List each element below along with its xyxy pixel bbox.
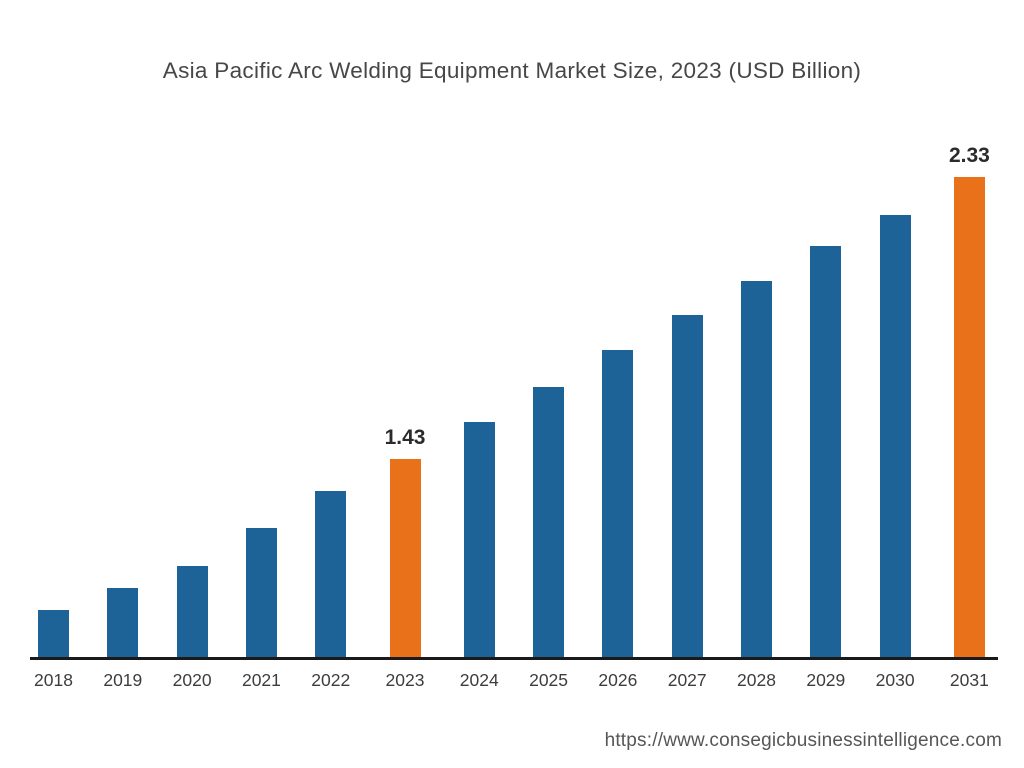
x-axis-tick-label: 2023	[385, 670, 425, 690]
x-axis-tick-label: 2021	[241, 670, 281, 690]
source-url: https://www.consegicbusinessintelligence…	[604, 730, 1002, 751]
bar-2026	[602, 350, 634, 657]
bar-column-2028: 2028	[737, 281, 776, 690]
bar-column-2024: 2024	[460, 422, 499, 690]
bar-2031	[953, 177, 985, 657]
bar-2028	[741, 281, 772, 657]
bar-2030	[879, 215, 911, 657]
bar-value-label: 1.43	[384, 426, 426, 449]
bar-2027	[671, 315, 703, 657]
bar-column-2026: 2026	[598, 350, 637, 690]
bar-value-label: 2.33	[948, 144, 990, 167]
bar-2020	[176, 566, 208, 657]
bar-column-2025: 2025	[529, 387, 568, 690]
bar-column-2031: 2.33 2031	[948, 144, 990, 690]
bar-column-2023: 1.43 2023	[384, 426, 426, 690]
bar-2019	[107, 588, 139, 657]
bar-column-2030: 2030	[876, 215, 915, 690]
x-axis-tick-label: 2027	[667, 670, 707, 690]
x-axis-tick-label: 2025	[529, 670, 569, 690]
x-axis-tick-label: 2031	[949, 670, 989, 690]
x-axis-tick-label: 2028	[737, 670, 776, 690]
bar-column-2020: 2020	[173, 566, 212, 690]
x-axis-tick-label: 2020	[172, 670, 212, 690]
bar-column-2027: 2027	[668, 315, 707, 690]
bar-2024	[463, 422, 495, 657]
x-axis-line: 2018 2019 2020 2021 2022 1.43 2023 2024 2025 2026…	[30, 138, 998, 690]
bar-column-2018: 2018	[34, 610, 73, 690]
bar-2029	[810, 246, 842, 657]
x-axis-tick-label: 2030	[875, 670, 915, 690]
bar-2021	[245, 528, 277, 657]
x-axis-tick-label: 2026	[598, 670, 638, 690]
x-axis-tick-label: 2024	[459, 670, 499, 690]
bar-chart: 2018 2019 2020 2021 2022 1.43 2023 2024 2025 2026…	[30, 138, 998, 690]
bar-2018	[38, 610, 69, 657]
bar-column-2019: 2019	[103, 588, 142, 690]
bar-column-2022: 2022	[311, 491, 350, 690]
x-axis-tick-label: 2019	[103, 670, 143, 690]
bar-column-2029: 2029	[806, 246, 845, 690]
bar-2023	[389, 459, 421, 657]
x-axis-tick-label: 2018	[34, 670, 73, 690]
x-axis-tick-label: 2022	[311, 670, 351, 690]
x-axis-tick-label: 2029	[806, 670, 846, 690]
bar-2025	[533, 387, 565, 657]
chart-title: Asia Pacific Arc Welding Equipment Marke…	[162, 58, 862, 83]
bar-column-2021: 2021	[242, 528, 281, 690]
bar-2022	[315, 491, 347, 657]
